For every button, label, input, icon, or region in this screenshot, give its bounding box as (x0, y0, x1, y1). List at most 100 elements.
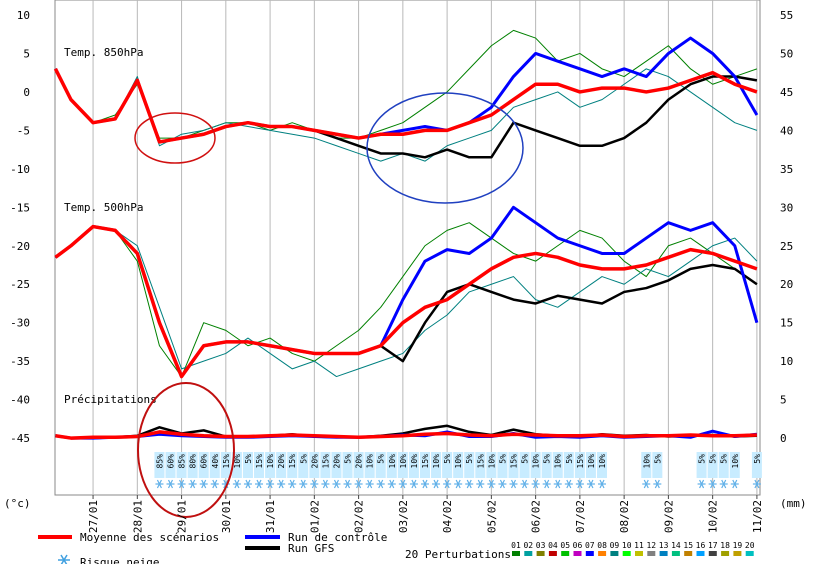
snow-risk-bar (298, 452, 309, 478)
snow-icon (243, 479, 252, 489)
snow-risk-label: 85% (155, 454, 164, 469)
perturbation-swatch (647, 551, 656, 556)
snow-risk-bar (442, 452, 453, 478)
snow-icon-stroke (544, 479, 550, 489)
snow-icon (443, 479, 452, 489)
series-line (54, 224, 758, 379)
snow-risk-label: 10% (554, 454, 563, 469)
perturbation-swatch (721, 551, 730, 556)
perturbation-number: 13 (659, 541, 669, 550)
panel-label: Temp. 500hPa (64, 201, 143, 214)
y-tick-label: -15 (10, 201, 30, 214)
annotation-ellipse (137, 382, 235, 518)
snow-risk-bar (574, 452, 585, 478)
snow-risk-bar (276, 452, 287, 478)
snow-icon (520, 479, 529, 489)
snow-risk-label: 85% (178, 454, 187, 469)
legend-label: Moyenne des scénarios (80, 531, 219, 544)
snow-icon-stroke (367, 479, 373, 489)
snow-icon-stroke (510, 479, 517, 489)
snow-icon (432, 479, 441, 489)
perturbation-swatch (561, 551, 570, 556)
snow-risk-label: 20% (310, 454, 319, 469)
perturbation-number: 18 (720, 541, 730, 550)
perturbation-number: 02 (523, 541, 533, 550)
snow-risk-bar (242, 452, 253, 478)
y2-tick-label: 45 (780, 86, 793, 99)
snow-risk-bar (464, 452, 475, 478)
snow-icon (409, 479, 418, 489)
y-tick-label: -5 (17, 124, 30, 137)
snow-icon (398, 479, 407, 489)
y-tick-label: 5 (23, 47, 30, 60)
snow-icon (58, 554, 70, 564)
y2-tick-label: 55 (780, 9, 793, 22)
panel-label: Précipitations (64, 393, 157, 406)
y-tick-label: -45 (10, 432, 30, 445)
snow-risk-label: 5% (753, 454, 762, 464)
snow-icon (376, 479, 385, 489)
snow-risk-bar (751, 452, 762, 478)
y-tick-label: -20 (10, 240, 30, 253)
perturbation-swatch (684, 551, 693, 556)
perturbation-number: 20 (745, 541, 755, 550)
snow-risk-bar (397, 452, 408, 478)
snow-risk-label: 5% (498, 454, 507, 464)
snow-risk-bar (475, 452, 486, 478)
x-tick-label: 28/01 (131, 500, 144, 533)
snow-risk-label: 60% (167, 454, 176, 469)
snow-icon (332, 479, 341, 489)
y2-tick-label: 20 (780, 278, 793, 291)
y2-tick-label: 35 (780, 163, 793, 176)
perturbation-swatch (733, 551, 742, 556)
snow-icon (199, 479, 208, 489)
snow-risk-label: 10% (487, 454, 496, 469)
snow-icon-stroke (444, 479, 450, 489)
snow-risk-bar (431, 452, 442, 478)
snow-risk-bar (652, 452, 663, 478)
perturbation-swatch (671, 551, 680, 556)
snow-icon (487, 479, 496, 489)
snow-icon-stroke (179, 479, 185, 489)
snow-risk-label: 15% (476, 454, 485, 469)
snow-risk-label: 10% (432, 454, 441, 469)
snow-icon-stroke (223, 479, 229, 489)
snow-risk-bar (530, 452, 541, 478)
perturbation-swatch (573, 551, 582, 556)
x-tick-label: 29/01 (176, 500, 189, 533)
perturbation-swatch (598, 551, 607, 556)
snow-risk-label: 10% (366, 454, 375, 469)
perturbation-swatch (536, 551, 545, 556)
snow-risk-bar (497, 452, 508, 478)
snow-icon-stroke (488, 479, 494, 489)
snow-risk-bar (486, 452, 497, 478)
snow-icon (299, 479, 308, 489)
snow-risk-bar (331, 452, 342, 478)
snow-risk-label: 5% (465, 454, 474, 464)
snow-icon-stroke (499, 479, 505, 489)
snow-icon-stroke (422, 479, 428, 489)
snow-risk-bar (375, 452, 386, 478)
snow-icon-stroke (245, 479, 251, 489)
snow-risk-label: 5% (521, 454, 530, 464)
legend: Moyenne des scénarios Run de contrôle Ru… (38, 531, 755, 564)
x-tick-label: 03/02 (397, 500, 410, 533)
snow-icon (509, 479, 518, 489)
snow-icon-stroke (400, 479, 406, 489)
annotation-ellipse (366, 92, 524, 204)
perturbation-number: 12 (646, 541, 656, 550)
perturbation-number: 16 (696, 541, 706, 550)
snow-risk-label: 15% (255, 454, 264, 469)
y2-tick-label: 5 (780, 394, 787, 407)
snow-risk-label: 20% (277, 454, 286, 469)
x-tick-label: 10/02 (707, 500, 720, 533)
snow-risk-label: 5% (698, 454, 707, 464)
perturbation-swatch (745, 551, 754, 556)
perturbation-swatch (524, 551, 533, 556)
snow-risk-bar (187, 452, 198, 478)
perturbation-swatch (659, 551, 668, 556)
snow-risk-bar (309, 452, 320, 478)
snow-risk-label: 15% (288, 454, 297, 469)
perturbation-swatch (708, 551, 717, 556)
snow-risk-label: 10% (399, 454, 408, 469)
